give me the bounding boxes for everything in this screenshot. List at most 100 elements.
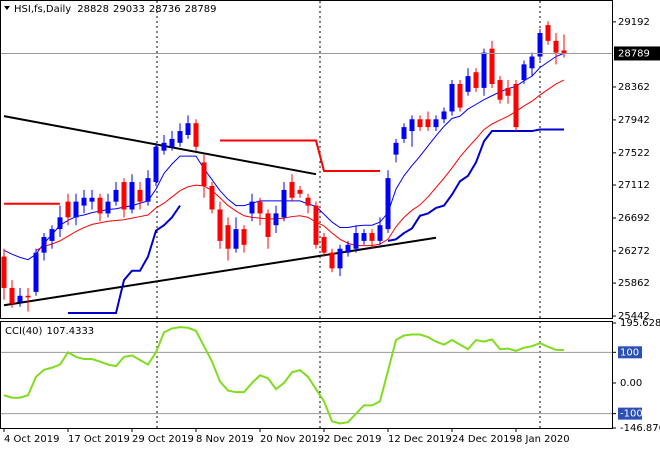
candle-body: [41, 236, 47, 253]
candle-body: [209, 185, 215, 210]
candle-body: [305, 197, 311, 206]
indicator-line: [35, 79, 565, 251]
level-label-box: [618, 407, 642, 420]
cci-line: [3, 326, 565, 425]
level-label-box: [618, 346, 642, 359]
candle-body: [313, 205, 319, 245]
x-tick-label: 17 Oct 2019: [68, 434, 130, 445]
candle-body: [177, 131, 183, 143]
candle-body: [113, 189, 119, 202]
y-tick-label: 29192: [618, 17, 650, 28]
x-tick-label: 8 Nov 2019: [196, 434, 254, 445]
high: 29033: [113, 4, 145, 15]
candle-body: [529, 56, 535, 69]
candle-body: [489, 48, 495, 84]
candle-body: [89, 197, 95, 202]
candle-body: [473, 72, 479, 88]
candle-body: [241, 229, 247, 245]
candle-body: [505, 87, 511, 96]
close: 28789: [185, 4, 217, 15]
candle-body: [481, 52, 487, 88]
candle-body: [369, 233, 375, 241]
x-tick-label: 8 Jan 2020: [516, 434, 570, 445]
cci-value: 107.4333: [46, 326, 94, 337]
trendline: [3, 115, 317, 176]
price-label-box: [614, 46, 660, 61]
y-tick-label: 27522: [618, 148, 650, 159]
y-tick-label: 26692: [618, 213, 650, 224]
candle-body: [249, 201, 255, 214]
y-tick-label: 26272: [618, 246, 650, 257]
y-tick-label: 195.6284: [620, 318, 660, 329]
period-separators: [156, 1, 541, 428]
candle-body: [105, 201, 111, 214]
candle-body: [9, 287, 15, 304]
y-tick-label: 25862: [618, 278, 650, 289]
x-tick-label: 29 Oct 2019: [132, 434, 194, 445]
candle-body: [137, 189, 143, 202]
x-tick-label: 12 Dec 2019: [388, 434, 452, 445]
candle-body: [353, 233, 359, 249]
candle-body: [25, 295, 31, 298]
candle-body: [297, 189, 303, 194]
candle-body: [153, 146, 159, 183]
candle-body: [361, 233, 367, 241]
price-panel: [0, 0, 613, 319]
open: 28828: [77, 4, 109, 15]
candle-body: [281, 189, 287, 218]
y-tick-label: 100: [620, 347, 639, 358]
candle-body: [377, 225, 383, 241]
candle-body: [497, 80, 503, 100]
candle-body: [233, 229, 239, 249]
indicator-line: [68, 128, 564, 315]
candle-body: [545, 25, 551, 41]
y-tick-label: 27112: [618, 180, 650, 191]
cci-title: CCI(40): [5, 326, 43, 337]
candle-body: [409, 119, 415, 132]
candle-body: [193, 123, 199, 147]
price-label: 28789: [618, 48, 650, 59]
y-tick-label: 25442: [618, 311, 650, 322]
candle-body: [97, 197, 103, 214]
candle-body: [57, 217, 63, 230]
candle-body: [145, 178, 151, 202]
candle-body: [161, 142, 167, 151]
candle-body: [49, 229, 55, 241]
candle-body: [457, 83, 463, 108]
candle-body: [217, 209, 223, 241]
x-tick-label: 4 Oct 2019: [4, 434, 59, 445]
candle-body: [553, 40, 559, 53]
candle-body: [449, 83, 455, 112]
candle-body: [537, 32, 543, 57]
candle-body: [33, 252, 39, 292]
indicator-line: [4, 139, 380, 205]
candle-body: [465, 76, 471, 92]
candle-body: [521, 64, 527, 81]
candle-body: [225, 225, 231, 249]
candle-body: [337, 248, 343, 269]
cci-header: CCI(40) 107.4333: [5, 326, 94, 337]
candle-body: [129, 182, 135, 210]
candle-body: [1, 256, 7, 288]
candle-body: [257, 201, 263, 214]
x-tick-label: 2 Dec 2019: [324, 434, 382, 445]
candle-body: [417, 119, 423, 128]
candle-body: [65, 201, 71, 218]
y-tick-label: 28362: [618, 82, 650, 93]
candle-body: [425, 119, 431, 128]
symbol: HSI,fs,Daily: [14, 4, 71, 15]
y-tick-label: 27942: [618, 115, 650, 126]
candle-body: [265, 213, 271, 237]
x-tick-label: 24 Dec 2019: [452, 434, 516, 445]
y-tick-label: -146.876: [620, 423, 660, 434]
candle-body: [345, 244, 351, 253]
candle-body: [401, 127, 407, 139]
candle-body: [321, 236, 327, 253]
y-tick-label: -100: [620, 409, 643, 420]
y-tick-label: 0.00: [620, 378, 642, 389]
candle-body: [513, 83, 519, 128]
candle-body: [201, 162, 207, 186]
x-tick-label: 20 Nov 2019: [260, 434, 324, 445]
candle-body: [121, 182, 127, 210]
